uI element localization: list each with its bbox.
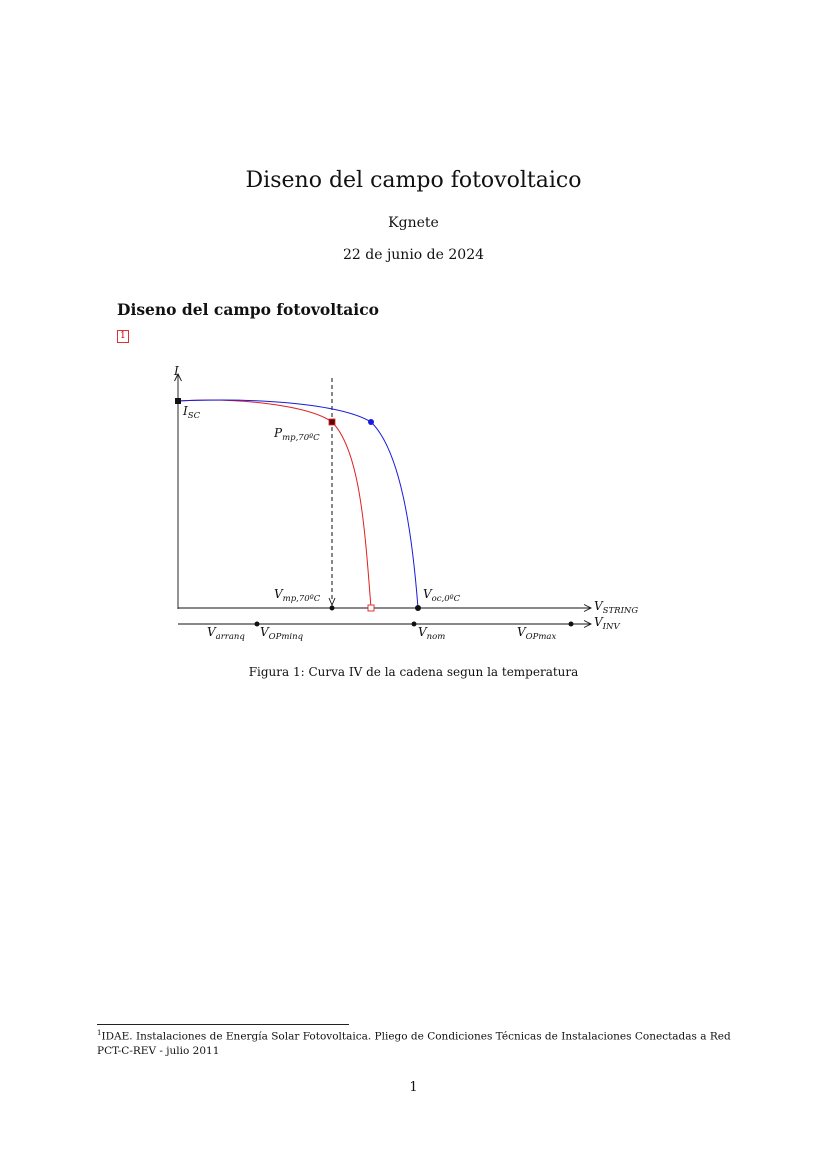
vstring-label: VSTRING [594, 599, 638, 616]
vinv-label: VINV [594, 615, 620, 632]
vnom-marker [411, 621, 417, 627]
vmp-dashed-arrow [328, 597, 336, 607]
footnote-number: 1 [97, 1029, 102, 1037]
pmp-70c-marker [328, 418, 336, 426]
vstring-axis-arrow [583, 604, 593, 612]
current-axis-label: I [173, 364, 179, 378]
footnote-text: IDAE. Instalaciones de Energía Solar Fot… [97, 1030, 731, 1057]
iv-curve-0c [177, 399, 419, 609]
document-title: Diseno del campo fotovoltaico [245, 168, 582, 193]
vopminq-label: VOPminq [260, 625, 304, 642]
voc-0c-marker [415, 605, 421, 611]
pmp-0c-marker [368, 419, 374, 425]
section-heading: Diseno del campo fotovoltaico [117, 300, 379, 319]
vnom-label: Vnom [418, 625, 445, 642]
vmp-70c-label: Vmp,70ºC [274, 587, 321, 604]
vopmax-marker [568, 621, 574, 627]
pmp-70c-label: Pmp,70ºC [273, 426, 320, 443]
iv-curve-figure: I ISC Pmp,70ºC Vmp,70ºC Voc,0ºC VSTRING … [173, 364, 638, 642]
isc-marker [175, 398, 181, 404]
footnote: 1IDAE. Instalaciones de Energía Solar Fo… [97, 1026, 737, 1058]
figure-caption: Figura 1: Curva IV de la cadena segun la… [248, 665, 579, 679]
varranq-label: Varranq [207, 625, 245, 642]
document-author: Kgnete [388, 215, 439, 231]
page-number: 1 [409, 1080, 418, 1095]
footnote-link[interactable]: 1 [117, 330, 129, 343]
varranq-marker [254, 621, 260, 627]
footnote-rule [97, 1024, 349, 1025]
document-date: 22 de junio de 2024 [342, 247, 485, 263]
vmp-70c-marker [329, 605, 335, 611]
voc-70c-marker [367, 604, 375, 612]
vopmax-label: VOPmax [517, 625, 556, 642]
current-axis-arrow [174, 372, 182, 382]
vinv-axis-arrow [583, 620, 593, 628]
isc-label: ISC [182, 404, 201, 421]
voc-0c-label: Voc,0ºC [423, 587, 461, 604]
